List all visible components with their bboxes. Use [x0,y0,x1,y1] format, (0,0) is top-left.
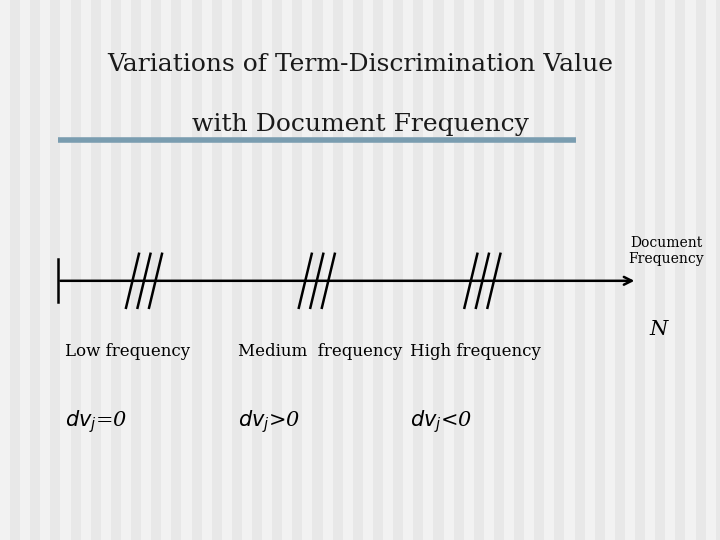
Bar [323,0,333,540]
Bar [0,0,10,540]
Text: High frequency: High frequency [410,342,541,360]
Bar [564,0,575,540]
Bar [242,0,252,540]
Bar [423,0,433,540]
Bar [524,0,534,540]
Bar [141,0,151,540]
Bar [282,0,292,540]
Bar [202,0,212,540]
Text: $dv_j$=0: $dv_j$=0 [65,408,127,435]
Bar [665,0,675,540]
Bar [121,0,131,540]
Text: $dv_j$<0: $dv_j$<0 [410,408,473,435]
Bar [81,0,91,540]
Bar [403,0,413,540]
Bar [464,0,474,540]
Text: Medium  frequency: Medium frequency [238,342,402,360]
Text: Document
Frequency: Document Frequency [628,236,704,266]
Bar [605,0,615,540]
Text: with Document Frequency: with Document Frequency [192,113,528,136]
Bar [706,0,716,540]
Bar [343,0,353,540]
Bar [544,0,554,540]
Bar [685,0,696,540]
Bar [101,0,111,540]
Text: Variations of Term-Discrimination Value: Variations of Term-Discrimination Value [107,53,613,76]
Text: Low frequency: Low frequency [65,342,190,360]
Bar [262,0,272,540]
Bar [60,0,71,540]
Bar [161,0,171,540]
Bar [645,0,655,540]
Bar [222,0,232,540]
Bar [504,0,514,540]
Text: N: N [649,320,668,339]
Bar [625,0,635,540]
Bar [444,0,454,540]
Bar [383,0,393,540]
Bar [302,0,312,540]
Bar [484,0,494,540]
Bar [363,0,373,540]
Text: $dv_j$>0: $dv_j$>0 [238,408,300,435]
Bar [181,0,192,540]
Bar [40,0,50,540]
Bar [585,0,595,540]
Bar [20,0,30,540]
